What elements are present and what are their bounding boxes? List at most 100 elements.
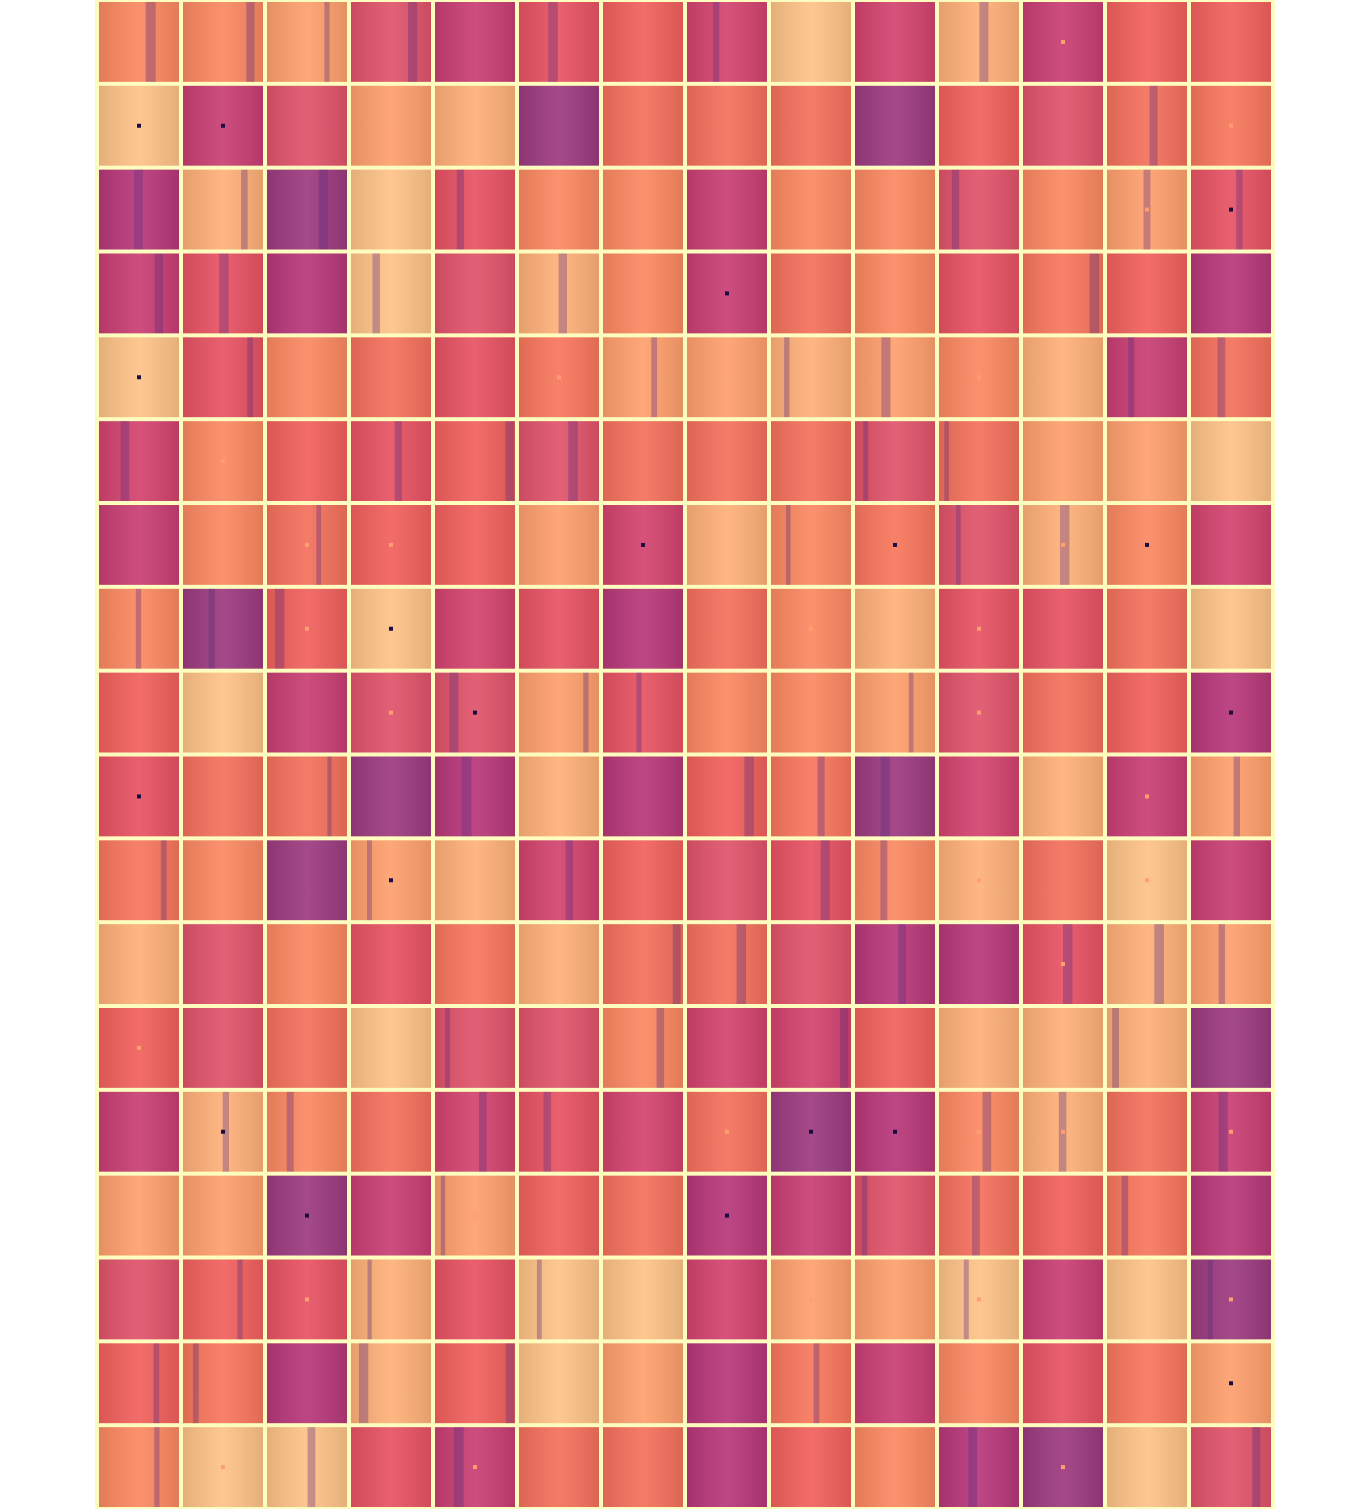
tile-stripe — [456, 169, 464, 250]
tile-stripe — [656, 1008, 665, 1088]
tile-shade — [351, 85, 431, 166]
tile-shade — [99, 672, 179, 753]
tile-shade — [603, 85, 683, 166]
tile-pixel — [473, 710, 477, 715]
tile-pixel — [1061, 1465, 1065, 1470]
tile-stripe — [1112, 1008, 1119, 1088]
tile-stripe — [548, 2, 558, 82]
tile-stripe — [318, 169, 328, 250]
tile-shade — [855, 85, 935, 166]
tile-shade — [1191, 421, 1271, 501]
tile-shade — [351, 1175, 431, 1256]
tile-shade — [519, 85, 599, 166]
tile-shade — [603, 1259, 683, 1340]
tile-shade — [351, 421, 431, 501]
tile-shade — [267, 840, 347, 921]
tile-shade — [603, 1175, 683, 1256]
tile-shade — [519, 169, 599, 250]
tile-shade — [519, 505, 599, 585]
tile-stripe — [813, 1343, 820, 1424]
tile-shade — [687, 756, 767, 837]
tile-pixel — [1229, 207, 1233, 212]
tile-shade — [855, 756, 935, 837]
tile-shade — [435, 756, 515, 837]
tile-shade — [855, 253, 935, 334]
tile-stripe — [1233, 756, 1241, 837]
tile-shade — [351, 169, 431, 250]
tile-shade — [183, 756, 263, 837]
tile-shade — [99, 924, 179, 1004]
tile-shade — [183, 1008, 263, 1088]
tile-stripe — [366, 840, 372, 921]
tile-stripe — [453, 1427, 464, 1507]
tile-shade — [1107, 924, 1187, 1004]
tile-shade — [183, 1343, 263, 1424]
tile-shade — [687, 672, 767, 753]
tile-shade — [1107, 337, 1187, 418]
tile-pixel — [977, 878, 981, 883]
tile-shade — [519, 1343, 599, 1424]
tile-stripe — [1217, 337, 1226, 418]
tile-shade — [855, 169, 935, 250]
tile-pixel — [893, 1129, 897, 1134]
tile-shade — [603, 756, 683, 837]
tile-shade — [603, 672, 683, 753]
tile-shade — [519, 588, 599, 669]
tile-pixel — [1061, 962, 1065, 967]
tile-shade — [351, 1091, 431, 1172]
tile-shade — [939, 756, 1019, 837]
tile-shade — [435, 253, 515, 334]
tile-shade — [771, 253, 851, 334]
tile-stripe — [307, 1427, 316, 1507]
tile-shade — [939, 421, 1019, 501]
tile-shade — [1107, 1175, 1187, 1256]
tile-shade — [1107, 1008, 1187, 1088]
tile-stripe — [407, 2, 418, 82]
tile-shade — [99, 1427, 179, 1507]
tile-shade — [267, 421, 347, 501]
tile-shade — [1191, 253, 1271, 334]
tile-shade — [351, 337, 431, 418]
tile-shade — [519, 1175, 599, 1256]
tile-shade — [519, 421, 599, 501]
tile-shade — [519, 1427, 599, 1507]
tile-shade — [1191, 840, 1271, 921]
tile-shade — [1191, 2, 1271, 82]
tile-shade — [603, 1427, 683, 1507]
tile-stripe — [120, 421, 130, 501]
tile-stripe — [712, 2, 720, 82]
tile-stripe — [461, 756, 472, 837]
tile-pixel — [389, 542, 393, 547]
tile-stripe — [898, 924, 906, 1004]
tile-stripe — [286, 1091, 294, 1172]
tile-pixel — [137, 375, 141, 380]
tile-stripe — [558, 253, 567, 334]
tile-shade — [435, 924, 515, 1004]
tile-shade — [267, 85, 347, 166]
tile-stripe — [445, 1008, 450, 1088]
tile-shade — [99, 169, 179, 250]
tile-shade — [519, 1008, 599, 1088]
tile-stripe — [316, 505, 322, 585]
tile-shade — [603, 421, 683, 501]
tile-stripe — [861, 1175, 868, 1256]
tile-shade — [855, 1259, 935, 1340]
tile-shade — [1107, 253, 1187, 334]
tile-stripe — [784, 337, 790, 418]
tile-stripe — [440, 1175, 446, 1256]
tile-pixel — [1061, 542, 1065, 547]
tile-shade — [1191, 1427, 1271, 1507]
tile-shade — [771, 421, 851, 501]
tile-pixel — [1145, 207, 1149, 212]
tile-shade — [603, 924, 683, 1004]
tile-shade — [939, 1427, 1019, 1507]
tile-stripe — [736, 924, 746, 1004]
tile-shade — [519, 924, 599, 1004]
tile-shade — [351, 1343, 431, 1424]
tile-shade — [183, 1175, 263, 1256]
tile-pixel — [221, 123, 225, 128]
tile-shade — [771, 2, 851, 82]
tile-pixel — [305, 1297, 309, 1302]
tile-shade — [99, 421, 179, 501]
tile-shade — [603, 1008, 683, 1088]
